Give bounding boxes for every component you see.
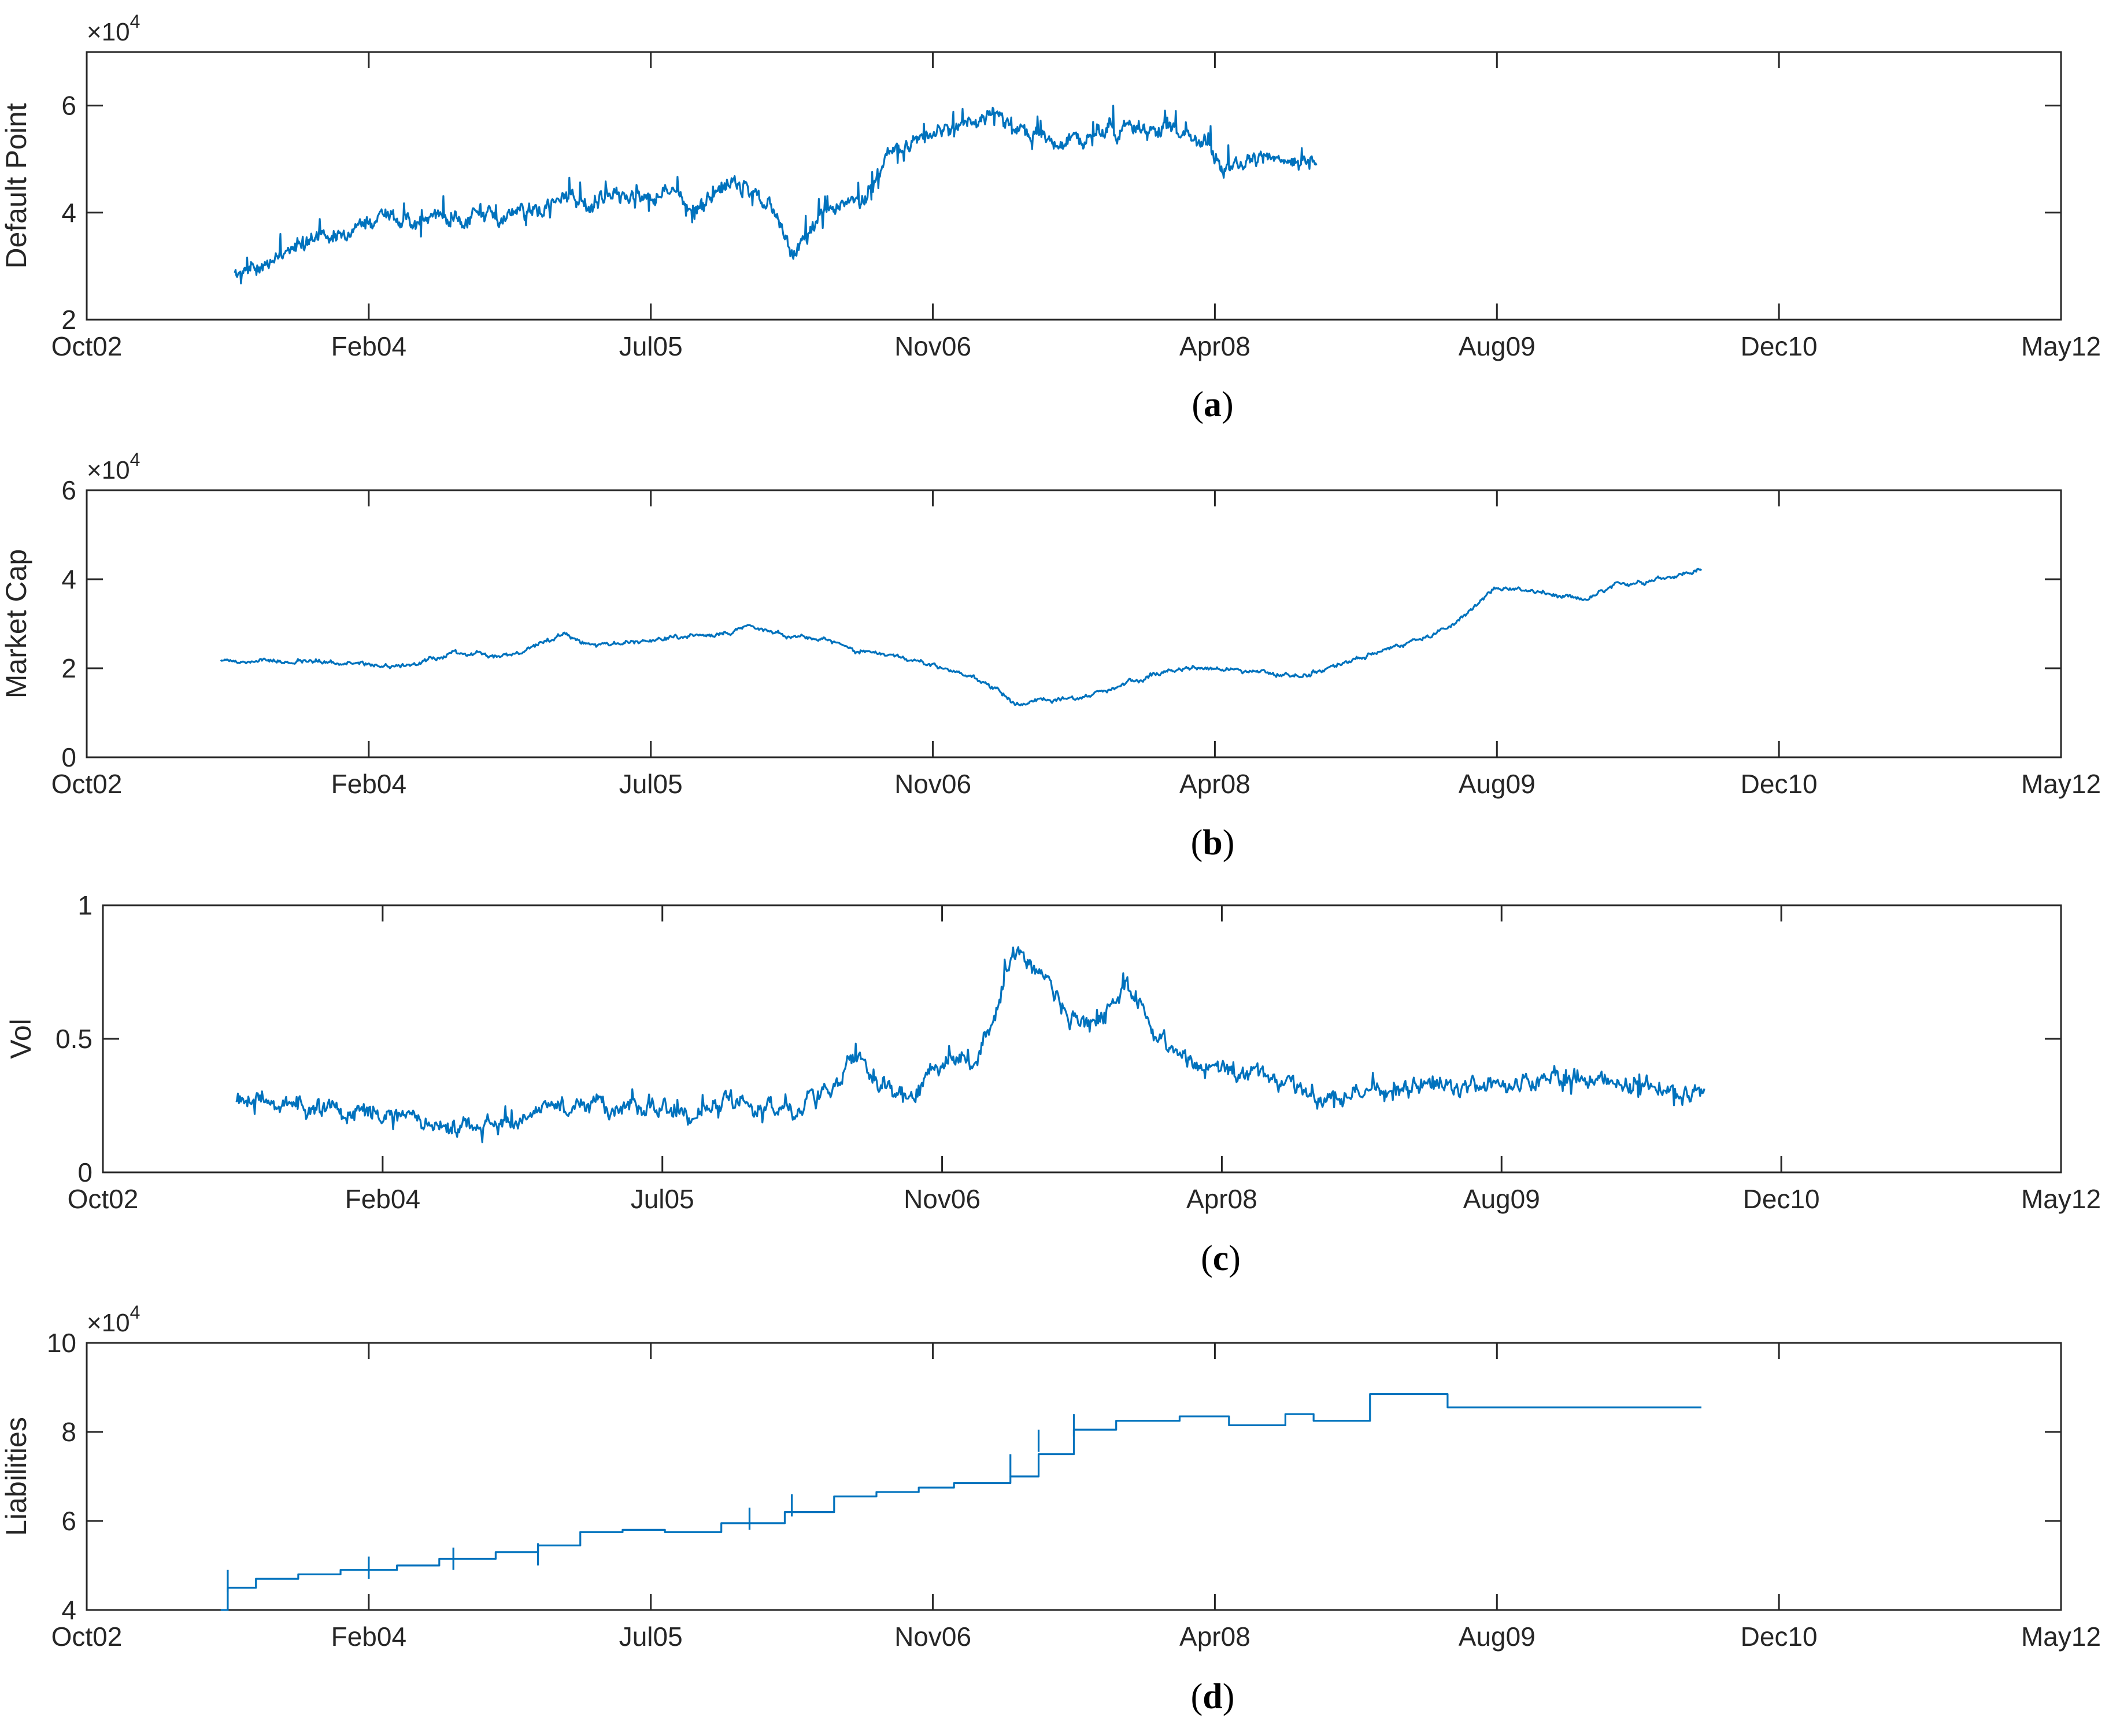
x-tick-label-c-3: Nov06 bbox=[904, 1184, 980, 1214]
x-tick-label-c-4: Apr08 bbox=[1186, 1184, 1257, 1214]
y-tick-label-b-3: 6 bbox=[61, 475, 76, 505]
x-tick-label-d-6: Dec10 bbox=[1741, 1622, 1818, 1652]
x-tick-label-b-4: Apr08 bbox=[1179, 769, 1250, 799]
series-line-c bbox=[235, 946, 1705, 1143]
x-tick-label-a-5: Aug09 bbox=[1459, 331, 1536, 361]
y-tick-label-d-0: 4 bbox=[61, 1595, 76, 1625]
x-tick-label-b-5: Aug09 bbox=[1459, 769, 1536, 799]
exponent-label-d: ×104 bbox=[87, 1302, 140, 1337]
series-line-d bbox=[220, 1393, 1701, 1611]
y-tick-label-b-1: 2 bbox=[61, 653, 76, 683]
x-tick-label-c-5: Aug09 bbox=[1463, 1184, 1540, 1214]
x-tick-label-b-6: Dec10 bbox=[1741, 769, 1818, 799]
x-tick-label-a-1: Feb04 bbox=[331, 331, 406, 361]
x-tick-label-d-1: Feb04 bbox=[331, 1622, 406, 1652]
x-tick-label-a-3: Nov06 bbox=[894, 331, 971, 361]
x-tick-label-c-0: Oct02 bbox=[68, 1184, 139, 1214]
axes-box-d bbox=[86, 1342, 2062, 1611]
series-line-a bbox=[234, 105, 1318, 284]
y-tick-label-d-1: 6 bbox=[61, 1506, 76, 1536]
x-tick-label-b-1: Feb04 bbox=[331, 769, 406, 799]
x-tick-label-b-7: May12 bbox=[2021, 769, 2101, 799]
panel-b-market-cap: Oct02 Feb04 Jul05 Nov06 Apr08 Aug09 Dec10 May12… bbox=[0, 449, 2101, 863]
y-tick-label-a-1: 4 bbox=[61, 198, 76, 228]
x-tick-label-c-6: Dec10 bbox=[1743, 1184, 1820, 1214]
y-axis-label-b: Market Cap bbox=[0, 549, 32, 698]
y-tick-label-a-0: 2 bbox=[61, 305, 76, 335]
x-tick-label-a-0: Oct02 bbox=[51, 331, 123, 361]
y-tick-label-c-0: 0 bbox=[77, 1157, 92, 1187]
y-tick-label-b-2: 4 bbox=[61, 564, 76, 594]
x-tick-label-d-4: Apr08 bbox=[1179, 1622, 1250, 1652]
x-tick-label-b-2: Jul05 bbox=[619, 769, 683, 799]
panel-caption-b: (b) bbox=[1191, 823, 1235, 863]
x-tick-label-c-2: Jul05 bbox=[631, 1184, 694, 1214]
axes-box-b bbox=[86, 489, 2062, 758]
x-tick-label-d-0: Oct02 bbox=[51, 1622, 123, 1652]
y-axis-label-a: Default Point bbox=[0, 103, 32, 268]
x-tick-label-d-3: Nov06 bbox=[894, 1622, 971, 1652]
axes-box-c bbox=[102, 904, 2062, 1174]
y-tick-label-b-0: 0 bbox=[61, 742, 76, 772]
x-tick-label-c-1: Feb04 bbox=[345, 1184, 420, 1214]
panel-caption-d: (d) bbox=[1191, 1677, 1235, 1716]
y-axis-label-d: Liabilities bbox=[0, 1417, 32, 1536]
panel-a-default-point: Oct02 Feb04 Jul05 Nov06 Apr08 Aug09 Dec10 May12… bbox=[0, 11, 2101, 424]
panel-caption-c: (c) bbox=[1201, 1239, 1241, 1278]
x-tick-label-a-4: Apr08 bbox=[1179, 331, 1250, 361]
axes-box-a bbox=[86, 51, 2062, 321]
x-tick-label-a-6: Dec10 bbox=[1741, 331, 1818, 361]
series-line-b bbox=[220, 568, 1703, 706]
x-tick-label-b-3: Nov06 bbox=[894, 769, 971, 799]
y-tick-label-d-3: 10 bbox=[47, 1328, 76, 1358]
x-tick-label-d-2: Jul05 bbox=[619, 1622, 683, 1652]
panel-c-vol: Oct02 Feb04 Jul05 Nov06 Apr08 Aug09 Dec10 May12… bbox=[5, 890, 2101, 1278]
x-tick-label-b-0: Oct02 bbox=[51, 769, 123, 799]
x-tick-label-a-7: May12 bbox=[2021, 331, 2101, 361]
y-tick-label-c-2: 1 bbox=[77, 890, 92, 920]
exponent-label-b: ×104 bbox=[87, 449, 140, 484]
panel-d-liabilities: Oct02 Feb04 Jul05 Nov06 Apr08 Aug09 Dec10 May12… bbox=[0, 1302, 2101, 1716]
y-tick-label-d-2: 8 bbox=[61, 1417, 76, 1447]
y-tick-label-c-1: 0.5 bbox=[56, 1024, 92, 1054]
panel-caption-a: (a) bbox=[1192, 385, 1233, 424]
x-tick-label-c-7: May12 bbox=[2021, 1184, 2101, 1214]
x-tick-label-a-2: Jul05 bbox=[619, 331, 683, 361]
exponent-label-a: ×104 bbox=[87, 11, 140, 46]
y-tick-label-a-2: 6 bbox=[61, 91, 76, 121]
y-axis-label-c: Vol bbox=[5, 1019, 37, 1059]
x-tick-label-d-7: May12 bbox=[2021, 1622, 2101, 1652]
x-tick-label-d-5: Aug09 bbox=[1459, 1622, 1536, 1652]
